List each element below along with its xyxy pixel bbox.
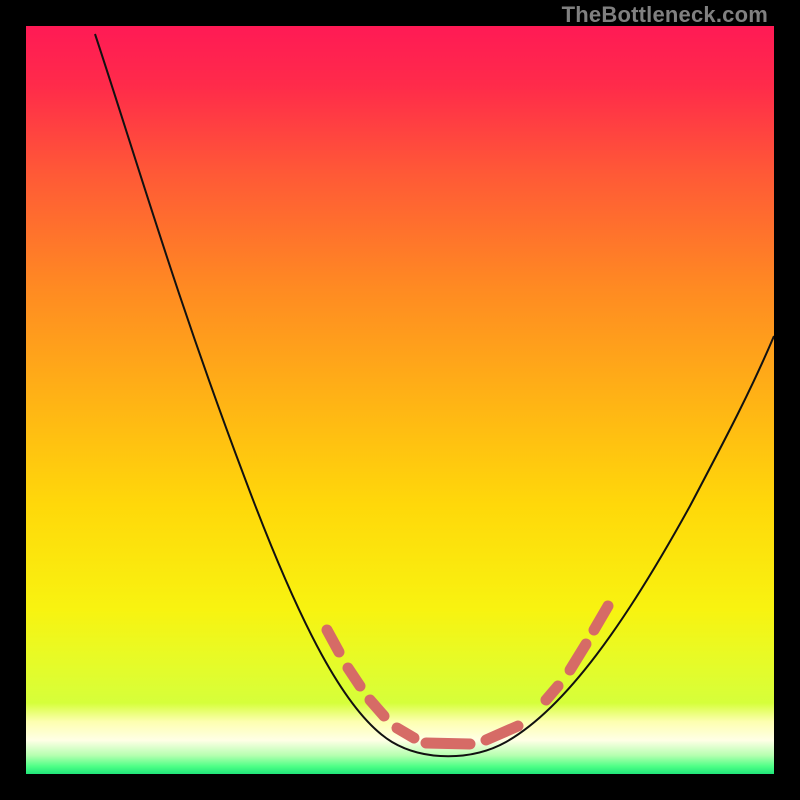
plot-background (26, 26, 774, 774)
bottleneck-curve-chart (0, 0, 800, 800)
watermark-text: TheBottleneck.com (562, 2, 768, 28)
highlight-dash (426, 743, 470, 744)
chart-frame: TheBottleneck.com (0, 0, 800, 800)
